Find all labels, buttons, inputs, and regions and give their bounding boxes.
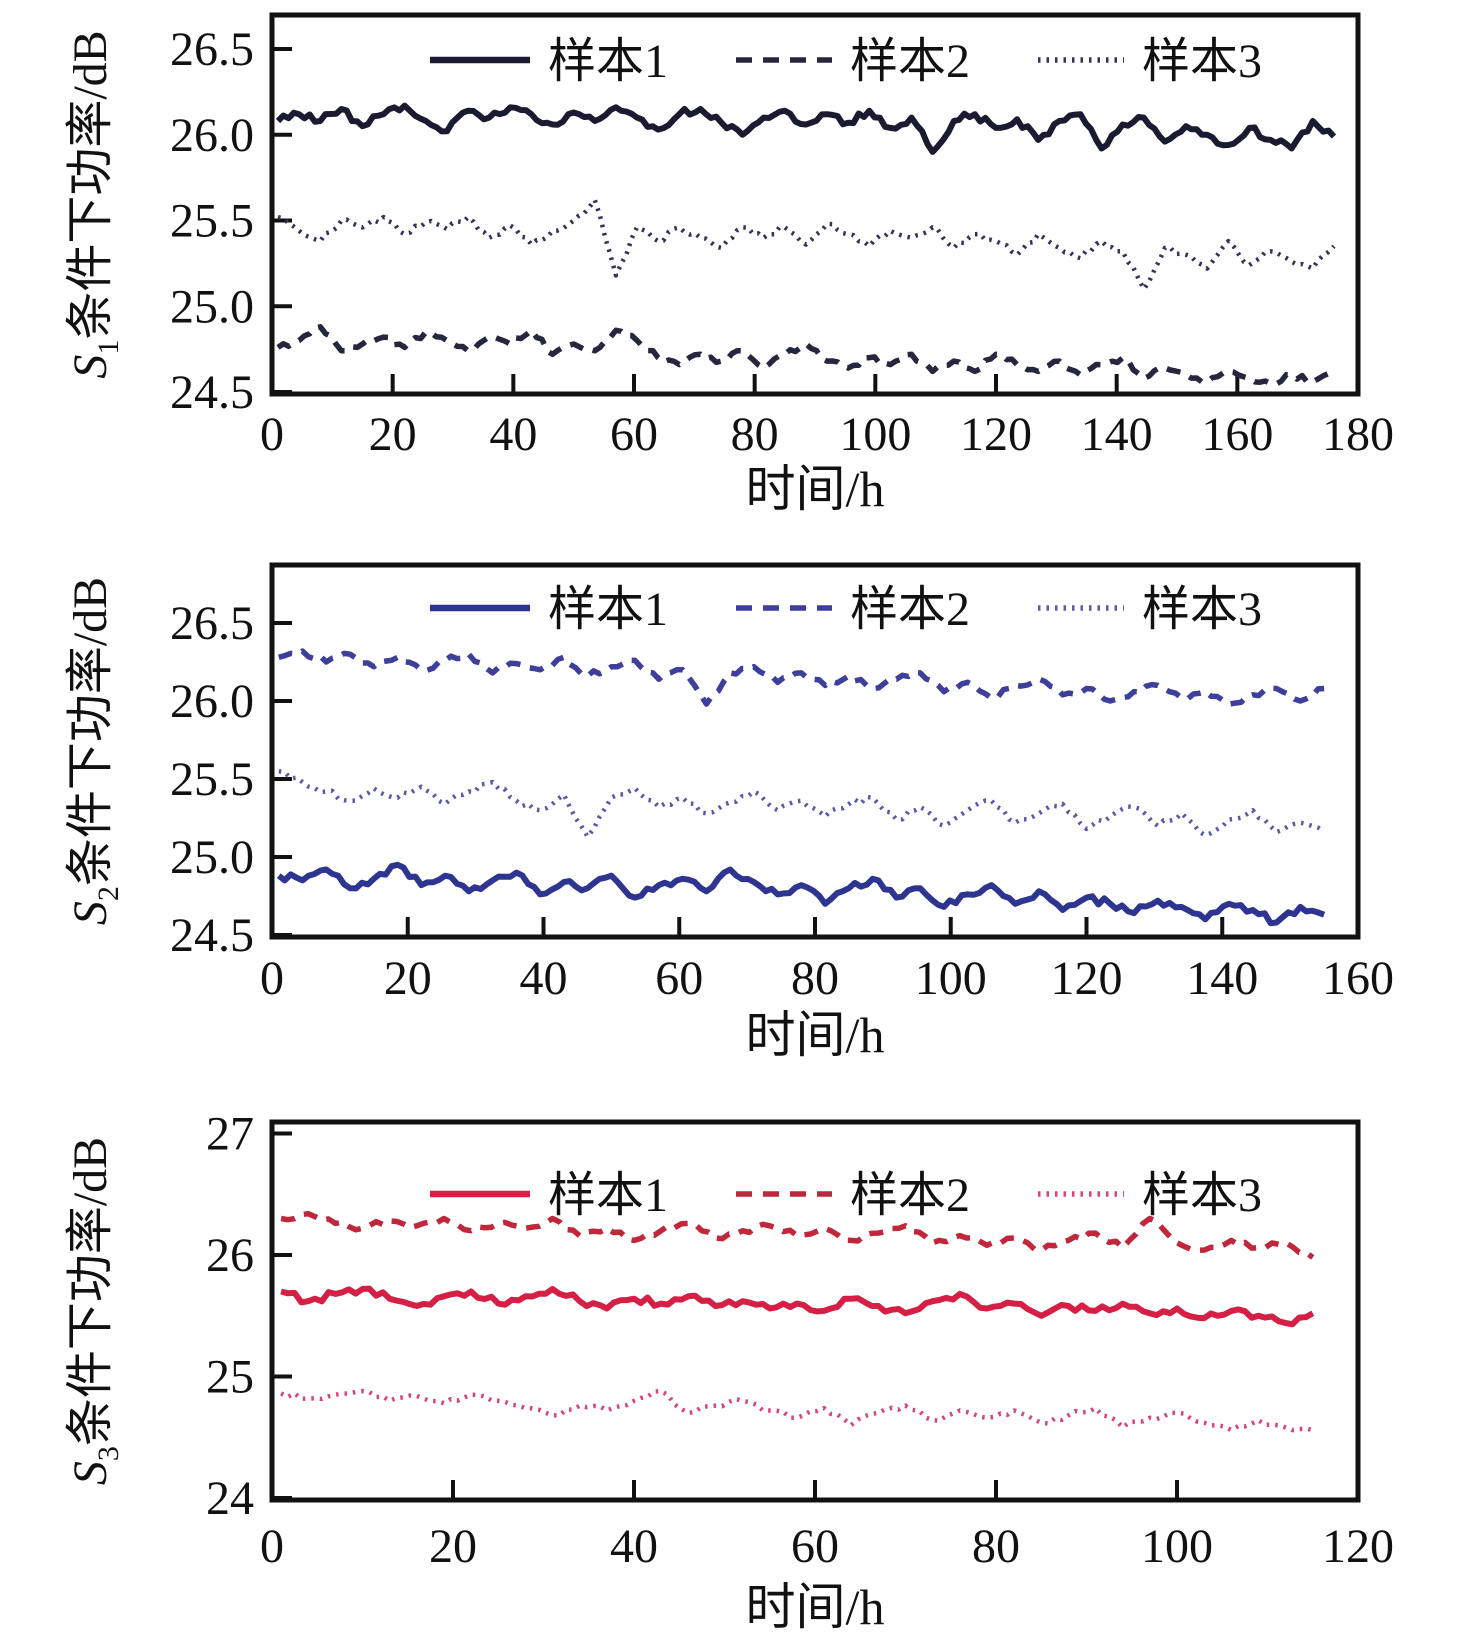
x-tick-label: 20: [384, 952, 432, 1005]
series-line-sample-3: [278, 768, 1326, 839]
x-tick-label: 40: [610, 1520, 658, 1573]
legend-item-sample-2: 样本2: [736, 583, 970, 636]
x-tick-label: 60: [610, 408, 658, 461]
series-line-sample-3: [280, 1388, 1314, 1433]
legend-item-sample-2: 样本2: [736, 1169, 970, 1222]
x-tick-label: 60: [655, 952, 703, 1005]
chart-panel-s2: 0 20 40 60 80 100 120 140 160 24.5 25.0 25.5 26.0 26.…: [64, 562, 1394, 1063]
x-axis-label: 时间/h: [746, 1579, 885, 1635]
y-tick-label: 26.5: [170, 23, 254, 76]
y-axis-label: S3条件下功率/dB: [64, 1137, 125, 1485]
series-line-sample-1: [276, 861, 1326, 927]
legend-label: 样本2: [850, 35, 970, 88]
x-tick-label: 80: [731, 408, 779, 461]
legend-item-sample-3: 样本3: [1038, 583, 1262, 636]
x-tick-label: 120: [1051, 952, 1123, 1005]
x-tick-label: 180: [1322, 408, 1394, 461]
x-tick-label: 120: [960, 408, 1032, 461]
x-tick-label: 40: [520, 952, 568, 1005]
y-tick-label: 26.5: [170, 597, 254, 650]
x-tick-label: 20: [429, 1520, 477, 1573]
plot-border: [269, 12, 1361, 397]
y-tick-label: 25.0: [170, 280, 254, 333]
legend-label: 样本1: [548, 583, 668, 636]
y-tick-label: 25.0: [170, 831, 254, 884]
legend-label: 样本3: [1142, 1169, 1262, 1222]
plot-border: [269, 1119, 1361, 1503]
x-axis-label: 时间/h: [746, 1007, 885, 1063]
legend-item-sample-1: 样本1: [430, 583, 668, 636]
x-tick-label: 40: [489, 408, 537, 461]
legend-item-sample-3: 样本3: [1038, 1169, 1262, 1222]
x-tick-label: 140: [1186, 952, 1258, 1005]
legend-label: 样本2: [850, 1169, 970, 1222]
x-tick-label: 20: [369, 408, 417, 461]
x-tick-label: 0: [260, 1520, 284, 1573]
plot-border: [269, 562, 1361, 940]
y-tick-label: 24: [206, 1472, 254, 1525]
x-tick-label: 80: [972, 1520, 1020, 1573]
chart-panel-s1: 0 20 40 60 80 100 120 140 160 180 24.5 25.0 25.5 26.0…: [64, 12, 1394, 517]
x-tick-label: 80: [791, 952, 839, 1005]
series-line-sample-2: [276, 324, 1335, 387]
legend-label: 样本1: [548, 1169, 668, 1222]
series-line-sample-1: [275, 102, 1337, 155]
series-line-sample-1: [280, 1285, 1315, 1328]
y-axis-label: S2条件下功率/dB: [64, 577, 125, 925]
chart-panel-s3: 0 20 40 60 80 100 120 24 25 26 27 S3条件下功率/dB 时间/h 样本1…: [64, 1108, 1394, 1636]
x-axis-label: 时间/h: [746, 461, 885, 517]
y-tick-label: 27: [206, 1108, 254, 1161]
y-tick-label: 25.5: [170, 753, 254, 806]
legend-label: 样本1: [548, 35, 668, 88]
y-tick-label: 24.5: [170, 909, 254, 962]
x-tick-label: 100: [1141, 1520, 1213, 1573]
x-tick-label: 140: [1081, 408, 1153, 461]
y-axis-label: S1条件下功率/dB: [64, 30, 125, 378]
legend-item-sample-1: 样本1: [430, 35, 668, 88]
x-tick-label: 160: [1322, 952, 1394, 1005]
legend-item-sample-1: 样本1: [430, 1169, 668, 1222]
y-tick-label: 26: [206, 1229, 254, 1282]
x-tick-label: 100: [839, 408, 911, 461]
x-tick-label: 0: [260, 952, 284, 1005]
x-tick-label: 0: [260, 408, 284, 461]
x-tick-label: 60: [791, 1520, 839, 1573]
y-tick-label: 25.5: [170, 195, 254, 248]
legend-item-sample-3: 样本3: [1038, 35, 1262, 88]
series-line-sample-3: [277, 197, 1336, 292]
y-tick-label: 26.0: [170, 675, 254, 728]
legend-label: 样本3: [1142, 35, 1262, 88]
legend-label: 样本2: [850, 583, 970, 636]
y-tick-label: 25: [206, 1351, 254, 1404]
legend-label: 样本3: [1142, 583, 1262, 636]
x-tick-label: 160: [1201, 408, 1273, 461]
legend-item-sample-2: 样本2: [736, 35, 970, 88]
y-tick-label: 24.5: [170, 366, 254, 419]
series-line-sample-2: [278, 648, 1325, 707]
x-tick-label: 100: [915, 952, 987, 1005]
x-tick-label: 120: [1322, 1520, 1394, 1573]
y-tick-label: 26.0: [170, 109, 254, 162]
